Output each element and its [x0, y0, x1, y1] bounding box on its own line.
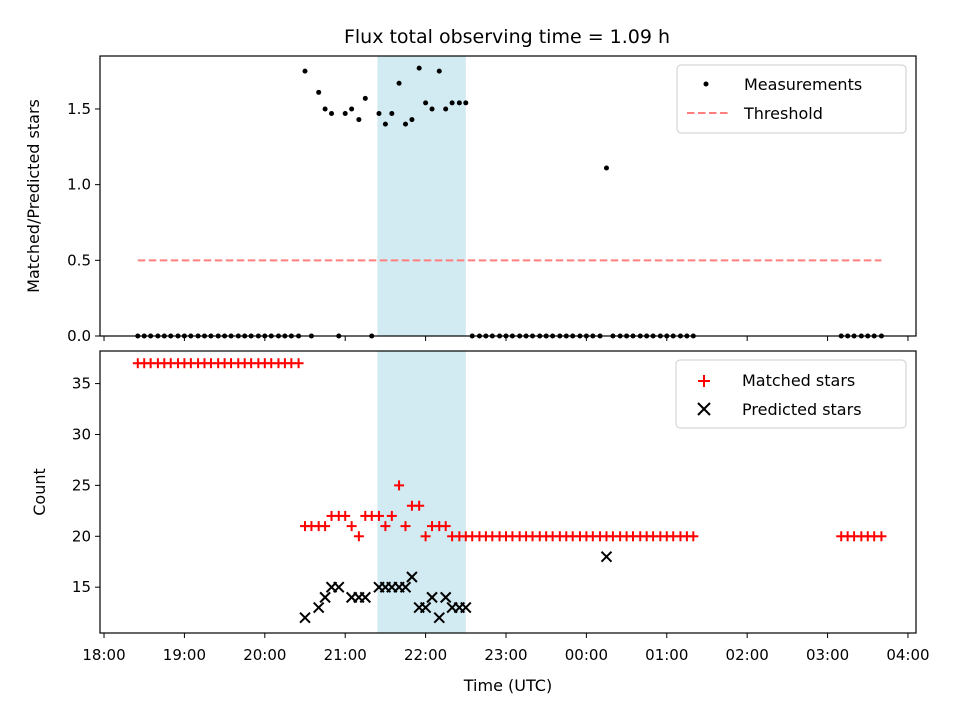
- x-tick-label: 00:00: [565, 646, 608, 664]
- legend-predicted-marker: [697, 402, 711, 416]
- matched-star-point: [386, 510, 397, 521]
- x-tick-label: 18:00: [82, 646, 125, 664]
- measurement-point: [322, 106, 328, 112]
- measurement-point: [329, 111, 335, 117]
- top-panel: 0.0 0.5 1.0 1.5 Matched/Predicted stars Mea…: [24, 55, 917, 345]
- top-legend: Measurements Threshold: [676, 64, 907, 134]
- y-tick-label: 0.0: [67, 327, 91, 345]
- matched-star-point: [320, 521, 331, 532]
- predicted-star-point: [419, 601, 432, 614]
- predicted-star-point: [299, 612, 311, 624]
- bottom-legend: Matched stars Predicted stars: [675, 359, 907, 429]
- measurement-point: [382, 121, 388, 127]
- measurement-point: [402, 121, 408, 127]
- matched-star-point: [414, 500, 425, 511]
- bottom-legend-box: [675, 359, 907, 429]
- matched-star-point: [440, 521, 451, 532]
- measurement-point: [449, 100, 455, 106]
- measurement-point: [456, 100, 462, 106]
- matched-star-point: [353, 531, 364, 542]
- top-y-ticks: 0.0 0.5 1.0 1.5: [67, 100, 100, 345]
- matched-star-point: [688, 531, 699, 542]
- legend-matched-marker: [698, 375, 710, 387]
- measurement-point: [362, 95, 368, 101]
- matched-star-point: [346, 521, 357, 532]
- matched-star-point: [420, 531, 431, 542]
- matched-star-point: [876, 531, 887, 542]
- x-axis-label: Time (UTC): [463, 676, 552, 695]
- matched-star-point: [340, 510, 351, 521]
- predicted-star-point: [319, 591, 331, 604]
- measurement-point: [436, 68, 442, 74]
- measurement-point: [603, 165, 609, 171]
- y-tick-label: 35: [72, 375, 91, 393]
- y-tick-label: 1.5: [67, 100, 91, 118]
- y-tick-label: 20: [72, 527, 91, 545]
- matched-star-point: [380, 521, 391, 532]
- y-tick-label: 15: [72, 578, 91, 596]
- y-tick-label: 30: [72, 425, 91, 443]
- bottom-y-axis-label: Count: [30, 468, 49, 516]
- predicted-star-point: [312, 601, 325, 614]
- measurement-point: [396, 80, 402, 86]
- top-highlight-span: [377, 56, 466, 336]
- measurement-point: [349, 106, 355, 112]
- predicted-star-point: [399, 581, 412, 593]
- bottom-x-ticks: 18:00 19:00 20:00 21:00 22:00 23:00 00:00 01:00…: [82, 633, 930, 664]
- x-tick-label: 04:00: [886, 646, 929, 664]
- measurement-point: [423, 100, 429, 106]
- chart-title: Flux total observing time = 1.09 h: [344, 26, 670, 48]
- x-tick-label: 01:00: [645, 646, 688, 664]
- measurement-point: [429, 106, 435, 112]
- y-tick-label: 25: [72, 476, 91, 494]
- measurement-point: [356, 117, 362, 123]
- legend-matched-label: Matched stars: [742, 371, 855, 390]
- legend-predicted-label: Predicted stars: [742, 400, 862, 419]
- y-tick-label: 1.0: [67, 176, 91, 194]
- matched-stars-series: [132, 358, 887, 542]
- measurement-point: [342, 111, 348, 117]
- x-tick-label: 02:00: [726, 646, 769, 664]
- measurement-point: [316, 89, 322, 95]
- matched-star-point: [293, 358, 304, 369]
- measurement-point: [302, 68, 308, 74]
- top-axes-frame: [99, 55, 917, 337]
- predicted-star-point: [439, 591, 452, 604]
- measurement-point: [443, 106, 449, 112]
- measurement-point: [463, 100, 469, 106]
- bottom-axes-frame: [99, 350, 917, 634]
- measurement-point: [409, 117, 415, 123]
- predicted-star-point: [426, 591, 438, 604]
- predicted-star-point: [600, 550, 613, 563]
- bottom-panel: 15 20 25 30 35 18:00 19:00 20:00 21:00 22:00 23:0…: [30, 350, 930, 695]
- x-tick-label: 19:00: [163, 646, 206, 664]
- measurement-point: [389, 111, 395, 117]
- matched-star-point: [400, 521, 411, 532]
- bottom-y-ticks: 15 20 25 30 35: [72, 375, 100, 596]
- predicted-stars-series: [299, 550, 613, 624]
- matched-star-point: [373, 510, 384, 521]
- top-y-axis-label: Matched/Predicted stars: [24, 99, 43, 293]
- predicted-star-point: [460, 601, 472, 614]
- measurement-point: [416, 65, 422, 71]
- x-tick-label: 03:00: [806, 646, 849, 664]
- legend-threshold-label: Threshold: [743, 104, 823, 123]
- predicted-star-point: [333, 581, 345, 593]
- bottom-highlight-span: [377, 351, 466, 633]
- x-tick-label: 21:00: [324, 646, 367, 664]
- x-tick-label: 23:00: [484, 646, 527, 664]
- predicted-star-point: [406, 571, 418, 583]
- matched-star-point: [394, 480, 405, 491]
- measurement-point: [376, 111, 382, 117]
- x-tick-label: 22:00: [404, 646, 447, 664]
- y-tick-label: 0.5: [67, 251, 91, 269]
- predicted-star-point: [433, 612, 445, 624]
- top-legend-box: [676, 64, 907, 134]
- predicted-star-point: [359, 591, 372, 604]
- x-tick-label: 20:00: [243, 646, 286, 664]
- legend-measurements-label: Measurements: [744, 75, 862, 94]
- legend-measurements-marker: [703, 81, 709, 87]
